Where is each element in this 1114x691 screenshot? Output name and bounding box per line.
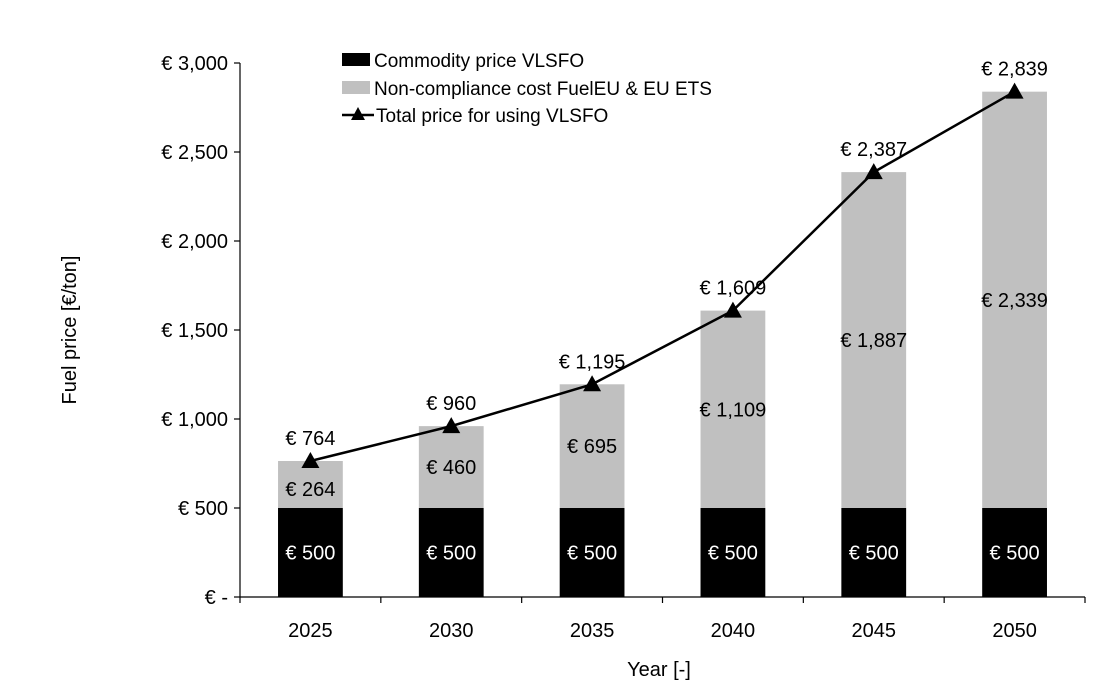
data-label-commodity: € 500	[849, 543, 899, 565]
y-tick-label: € 3,000	[161, 53, 228, 75]
total-price-marker	[1005, 82, 1024, 99]
y-tick-label: € 1,000	[161, 409, 228, 431]
x-ticks: 2025 2030 2035 2040 2045 2050	[239, 597, 1086, 642]
x-tick-label: 2030	[429, 620, 474, 642]
bar-noncompliance	[278, 461, 343, 508]
data-labels: € 500 € 264 € 500 € 460 € 500 € 695 € 500 € 1,1…	[285, 59, 1048, 565]
data-label-total: € 2,387	[840, 139, 907, 161]
legend-label-noncompliance: Non-compliance cost FuelEU & EU ETS	[374, 79, 712, 100]
x-tick-label: 2040	[711, 620, 756, 642]
y-tick-label: € 1,500	[161, 320, 228, 342]
total-price-marker	[723, 301, 742, 318]
legend-label-total: Total price for using VLSFO	[376, 106, 608, 127]
data-label-noncompliance: € 2,339	[981, 290, 1048, 312]
data-label-commodity: € 500	[990, 543, 1040, 565]
total-price-line	[310, 90, 1016, 463]
y-ticks: € - € 500 € 1,000 € 1,500 € 2,000 € 2,500 € 3,…	[161, 53, 240, 609]
total-price-marker	[864, 163, 883, 180]
bars-layer	[278, 91, 1047, 597]
y-tick-label: € -	[205, 587, 228, 609]
bar-commodity	[982, 508, 1047, 597]
total-price-marker	[583, 375, 602, 392]
data-label-total: € 1,609	[700, 278, 767, 300]
y-tick-label: € 2,500	[161, 142, 228, 164]
x-tick-label: 2050	[992, 620, 1037, 642]
x-tick-label: 2025	[288, 620, 333, 642]
bar-noncompliance	[418, 426, 484, 508]
total-price-marker	[442, 417, 461, 434]
data-label-total: € 2,839	[981, 59, 1048, 81]
bar-noncompliance	[559, 384, 625, 508]
x-axis-title: Year [-]	[627, 659, 691, 681]
data-label-noncompliance: € 1,109	[700, 399, 767, 421]
x-tick-label: 2045	[852, 620, 897, 642]
bar-commodity	[841, 508, 907, 597]
data-label-noncompliance: € 460	[426, 457, 476, 479]
x-tick-label: 2035	[570, 620, 615, 642]
bar-noncompliance	[700, 310, 766, 508]
bar-commodity	[418, 508, 484, 597]
bar-noncompliance	[841, 172, 907, 508]
line-layer	[301, 82, 1024, 469]
total-price-marker	[301, 452, 320, 469]
data-label-commodity: € 500	[285, 543, 335, 565]
data-label-noncompliance: € 695	[567, 436, 617, 458]
y-tick-label: € 500	[178, 498, 228, 520]
data-label-noncompliance: € 264	[285, 479, 335, 501]
bar-commodity	[278, 508, 343, 597]
axes-layer	[239, 63, 1085, 598]
data-label-total: € 1,195	[559, 351, 626, 373]
data-label-noncompliance: € 1,887	[840, 330, 907, 352]
legend-swatch-noncompliance	[342, 81, 370, 94]
bar-commodity	[700, 508, 766, 597]
legend-marker-total	[351, 107, 365, 120]
y-tick-label: € 2,000	[161, 231, 228, 253]
legend-swatch-commodity	[342, 53, 370, 66]
bar-commodity	[559, 508, 625, 597]
y-axis-title: Fuel price [€/ton]	[59, 256, 81, 405]
data-label-commodity: € 500	[426, 543, 476, 565]
data-label-total: € 960	[426, 393, 476, 415]
bar-noncompliance	[982, 91, 1047, 509]
legend: Commodity price VLSFO Non-compliance cos…	[342, 51, 712, 127]
data-label-commodity: € 500	[567, 543, 617, 565]
data-label-commodity: € 500	[708, 543, 758, 565]
data-label-total: € 764	[285, 428, 335, 450]
legend-label-commodity: Commodity price VLSFO	[374, 51, 584, 72]
